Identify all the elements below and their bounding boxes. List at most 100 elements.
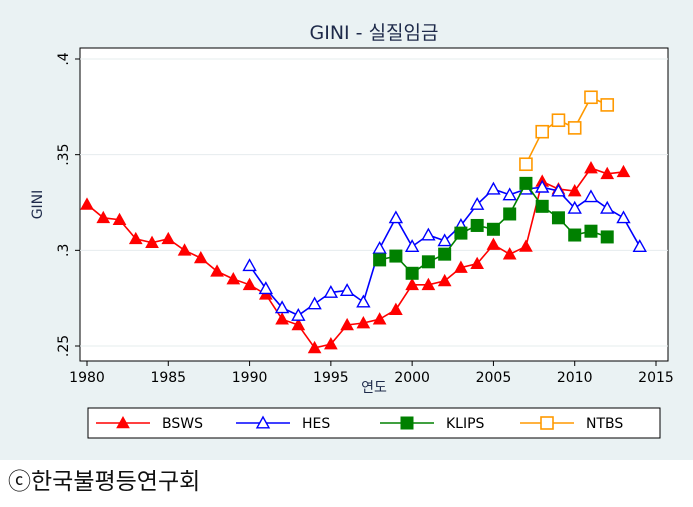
data-point-klips (551, 211, 565, 225)
data-point-bsws (291, 317, 306, 331)
x-tick-label: 1985 (150, 370, 186, 386)
x-axis-label: 연도 (361, 380, 387, 396)
data-point-bsws (356, 316, 371, 329)
legend-marker-bsws (116, 415, 130, 429)
data-point-hes (258, 281, 274, 295)
data-point-klips (486, 222, 500, 236)
data-point-bsws (340, 317, 354, 331)
x-tick-label: 2000 (394, 370, 430, 386)
data-point-hes (486, 181, 501, 195)
data-point-ntbs (600, 98, 615, 112)
data-point-klips (373, 253, 387, 267)
x-tick-label: 1980 (69, 370, 105, 386)
legend-marker-ntbs (540, 416, 554, 430)
data-point-bsws (177, 243, 192, 256)
data-point-ntbs (551, 113, 566, 128)
data-point-hes (372, 240, 387, 254)
data-point-bsws (242, 277, 257, 291)
data-point-bsws (324, 337, 338, 350)
data-point-klips (568, 228, 582, 242)
data-point-bsws (307, 340, 322, 354)
data-point-klips (405, 266, 419, 280)
data-point-hes (421, 227, 436, 241)
data-point-klips (600, 230, 614, 244)
data-point-bsws (80, 197, 94, 210)
plot-area (79, 47, 669, 362)
legend-label-bsws: BSWS (162, 416, 203, 432)
data-point-ntbs (519, 157, 533, 172)
x-tick-label: 2005 (476, 370, 512, 386)
legend-label-ntbs: NTBS (586, 416, 623, 432)
y-tick-label: .4 (56, 52, 72, 65)
data-point-hes (339, 283, 355, 297)
data-point-bsws (437, 273, 452, 287)
legend-label-hes: HES (302, 416, 330, 432)
x-tick-label: 1990 (232, 370, 268, 386)
data-point-bsws (616, 164, 631, 178)
data-point-klips (389, 249, 403, 263)
chart-title: GINI - 실질임금 (310, 22, 439, 44)
data-point-hes (274, 300, 290, 314)
series-line-bsws (86, 167, 624, 349)
data-point-bsws (96, 210, 111, 224)
data-point-hes (551, 183, 566, 197)
data-point-hes (583, 189, 599, 203)
y-tick-label: .35 (56, 144, 72, 166)
data-point-ntbs (584, 90, 598, 105)
chart-panel: GINI - 실질임금 .25 .3 .35 .4 1980 1985 1990 1995 200… (0, 0, 693, 460)
data-point-hes (502, 187, 517, 201)
data-point-bsws (600, 166, 615, 180)
data-point-bsws (405, 277, 419, 291)
y-tick-label: .3 (56, 244, 72, 257)
data-point-klips (438, 247, 452, 261)
data-point-klips (470, 218, 484, 232)
data-point-klips (454, 226, 468, 240)
gini-line-chart: GINI - 실질임금 .25 .3 .35 .4 1980 1985 1990 1995 200… (0, 0, 693, 460)
data-point-bsws (421, 277, 436, 291)
data-point-hes (600, 200, 615, 214)
data-point-bsws (454, 260, 468, 273)
y-axis-label: GINI (30, 190, 46, 220)
data-point-ntbs (535, 124, 550, 139)
data-point-bsws (226, 272, 241, 285)
data-point-hes (404, 239, 420, 253)
data-point-klips (519, 176, 533, 190)
data-point-bsws (112, 212, 127, 226)
y-tick-label: .25 (56, 335, 72, 357)
data-point-klips (503, 207, 517, 221)
copyright-caption: ⓒ한국불평등연구회 (8, 469, 201, 495)
data-point-bsws (372, 312, 387, 325)
data-point-bsws (128, 231, 143, 245)
data-point-klips (535, 199, 549, 213)
data-point-bsws (193, 250, 208, 264)
legend-marker-klips (400, 416, 414, 430)
data-point-hes (307, 296, 322, 310)
x-tick-label: 2015 (638, 370, 674, 386)
data-point-hes (437, 233, 452, 247)
data-point-bsws (470, 256, 485, 270)
data-point-bsws (502, 247, 517, 260)
x-tick-label: 1995 (313, 370, 349, 386)
legend-label-klips: KLIPS (446, 416, 485, 432)
data-point-bsws (486, 237, 501, 250)
data-point-hes (567, 200, 582, 214)
data-point-hes (388, 210, 404, 224)
data-point-hes (616, 210, 631, 224)
data-point-bsws (389, 302, 403, 315)
data-point-bsws (519, 239, 533, 252)
data-point-bsws (584, 161, 598, 174)
data-point-bsws (145, 235, 159, 248)
data-point-bsws (567, 183, 582, 197)
data-point-hes (632, 239, 647, 253)
data-point-hes (291, 307, 306, 321)
x-tick-label: 2010 (557, 370, 593, 386)
data-point-bsws (275, 312, 289, 325)
data-point-klips (584, 224, 598, 238)
data-point-bsws (210, 264, 224, 277)
data-point-bsws (161, 231, 176, 245)
data-point-hes (242, 258, 257, 272)
data-point-hes (323, 284, 339, 298)
data-point-hes (535, 179, 550, 193)
data-point-hes (356, 294, 371, 308)
data-point-hes (469, 196, 485, 210)
